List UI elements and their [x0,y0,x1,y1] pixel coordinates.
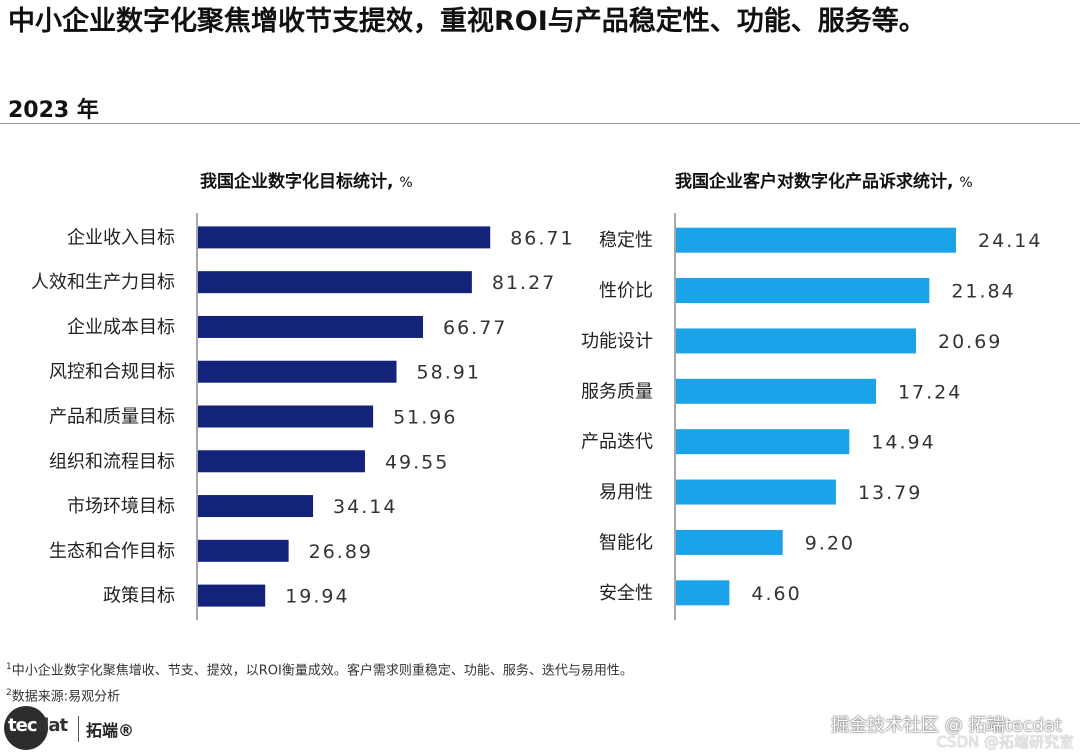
right-chart-category-label: 功能设计 [581,331,653,352]
left-chart-category-label: 企业成本目标 [67,317,175,338]
tecdat-logo: tecdat 拓端® [4,706,164,750]
right-chart-bar [676,479,836,505]
left-chart-bar [198,360,397,383]
right-chart-category-label: 稳定性 [599,230,653,251]
logo-part-tec: tec [8,715,38,736]
right-chart-category-label: 性价比 [599,281,653,302]
left-chart-bar [198,495,314,518]
right-chart-bar [676,529,783,555]
left-chart-value-label: 58.91 [417,362,481,384]
left-chart-category-label: 市场环境目标 [67,496,175,517]
footnote-2-text: 数据来源:易观分析 [11,689,121,705]
right-chart-category-label: 智能化 [599,532,653,553]
right-chart-value-label: 4.60 [751,583,801,605]
left-chart-category-label: 生态和合作目标 [49,541,175,562]
left-chart-bar [198,405,374,428]
right-chart-value-label: 14.94 [871,432,935,454]
right-chart-category-label: 易用性 [599,482,653,503]
logo-circle-icon [4,706,48,750]
left-chart-value-label: 26.89 [309,541,373,563]
right-chart-value-label: 17.24 [898,381,962,403]
logo-brand-name: 拓端® [86,721,135,740]
left-chart-category-label: 风控和合规目标 [49,362,175,383]
left-chart-value-label: 51.96 [393,407,457,429]
right-chart-value-label: 21.84 [951,281,1015,303]
left-chart-title: 我国企业数字化目标统计, % [200,167,413,192]
footnote-1-text: 中小企业数字化聚焦增收、节支、提效，以ROI衡量成效。客户需求则重稳定、功能、服… [11,663,633,679]
logo-part-dat: dat [36,715,68,736]
left-chart-bar [198,271,472,294]
right-chart-bar [676,227,957,253]
left-chart-category-label: 组织和流程目标 [49,451,175,472]
left-chart-unit: % [399,175,413,191]
footnote-1: 1中小企业数字化聚焦增收、节支、提效，以ROI衡量成效。客户需求则重稳定、功能、… [6,656,633,682]
left-chart-bar [198,226,491,249]
right-chart-category-label: 服务质量 [581,381,653,402]
left-chart-category-label: 产品和质量目标 [49,407,175,428]
footnotes: 1中小企业数字化聚焦增收、节支、提效，以ROI衡量成效。客户需求则重稳定、功能、… [6,656,633,709]
right-chart-bar [676,429,850,455]
right-chart-unit: % [959,175,973,191]
right-chart-bar [676,580,730,606]
right-bar-chart: 稳定性 24.14 性价比 21.84 功能设计 20.69 服务质量 17.24 产品迭代 14… [581,213,1042,620]
left-chart-bar [198,539,289,562]
left-chart-category-label: 政策目标 [103,586,175,607]
left-chart-title-text: 我国企业数字化目标统计, [200,172,394,192]
logo-separator [78,716,79,742]
right-chart-bar [676,278,930,304]
footnote-2-mark: 2 [6,688,12,699]
left-bar-chart: 企业收入目标 86.71 人效和生产力目标 81.27 企业成本目标 66.77 风控和合规… [31,213,574,620]
left-chart-value-label: 66.77 [443,317,507,339]
left-chart-value-label: 81.27 [492,272,556,294]
right-chart-value-label: 24.14 [978,230,1042,252]
left-chart-value-label: 49.55 [385,451,449,473]
right-chart-value-label: 20.69 [938,331,1002,353]
page-title: 中小企业数字化聚焦增收节支提效，重视ROI与产品稳定性、功能、服务等。 [8,6,926,37]
left-chart-bar [198,584,266,607]
left-chart-category-label: 企业收入目标 [67,227,175,248]
right-chart-category-label: 产品迭代 [581,432,653,453]
watermark-csdn: CSDN @拓端研究室 [936,733,1074,751]
header-divider [0,123,1080,124]
left-chart-value-label: 19.94 [285,586,349,608]
right-chart-bar [676,328,917,354]
logo-wordmark: tecdat [8,715,68,736]
right-chart-value-label: 9.20 [805,532,855,554]
left-chart-value-label: 34.14 [333,496,397,518]
right-chart-category-label: 安全性 [599,583,653,604]
right-chart-value-label: 13.79 [858,482,922,504]
right-chart-bar [676,378,876,404]
left-chart-bar [198,450,365,473]
right-chart-title-text: 我国企业客户对数字化产品诉求统计, [675,172,954,192]
year-label: 2023 年 [8,98,99,123]
left-chart-value-label: 86.71 [510,227,574,249]
footnote-1-mark: 1 [6,662,12,672]
watermark-juejin: 掘金技术社区 @ 拓端tecdat [831,715,1062,736]
right-chart-title: 我国企业客户对数字化产品诉求统计, % [675,167,973,192]
left-chart-category-label: 人效和生产力目标 [31,272,175,293]
left-chart-bar [198,315,424,338]
footnote-2: 2数据来源:易观分析 [6,682,633,708]
